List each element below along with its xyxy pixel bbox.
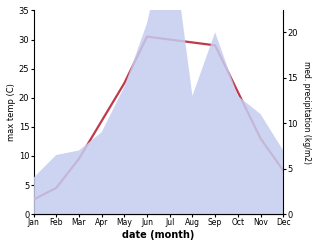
X-axis label: date (month): date (month) bbox=[122, 230, 195, 240]
Y-axis label: med. precipitation (kg/m2): med. precipitation (kg/m2) bbox=[302, 61, 311, 164]
Y-axis label: max temp (C): max temp (C) bbox=[7, 83, 16, 141]
